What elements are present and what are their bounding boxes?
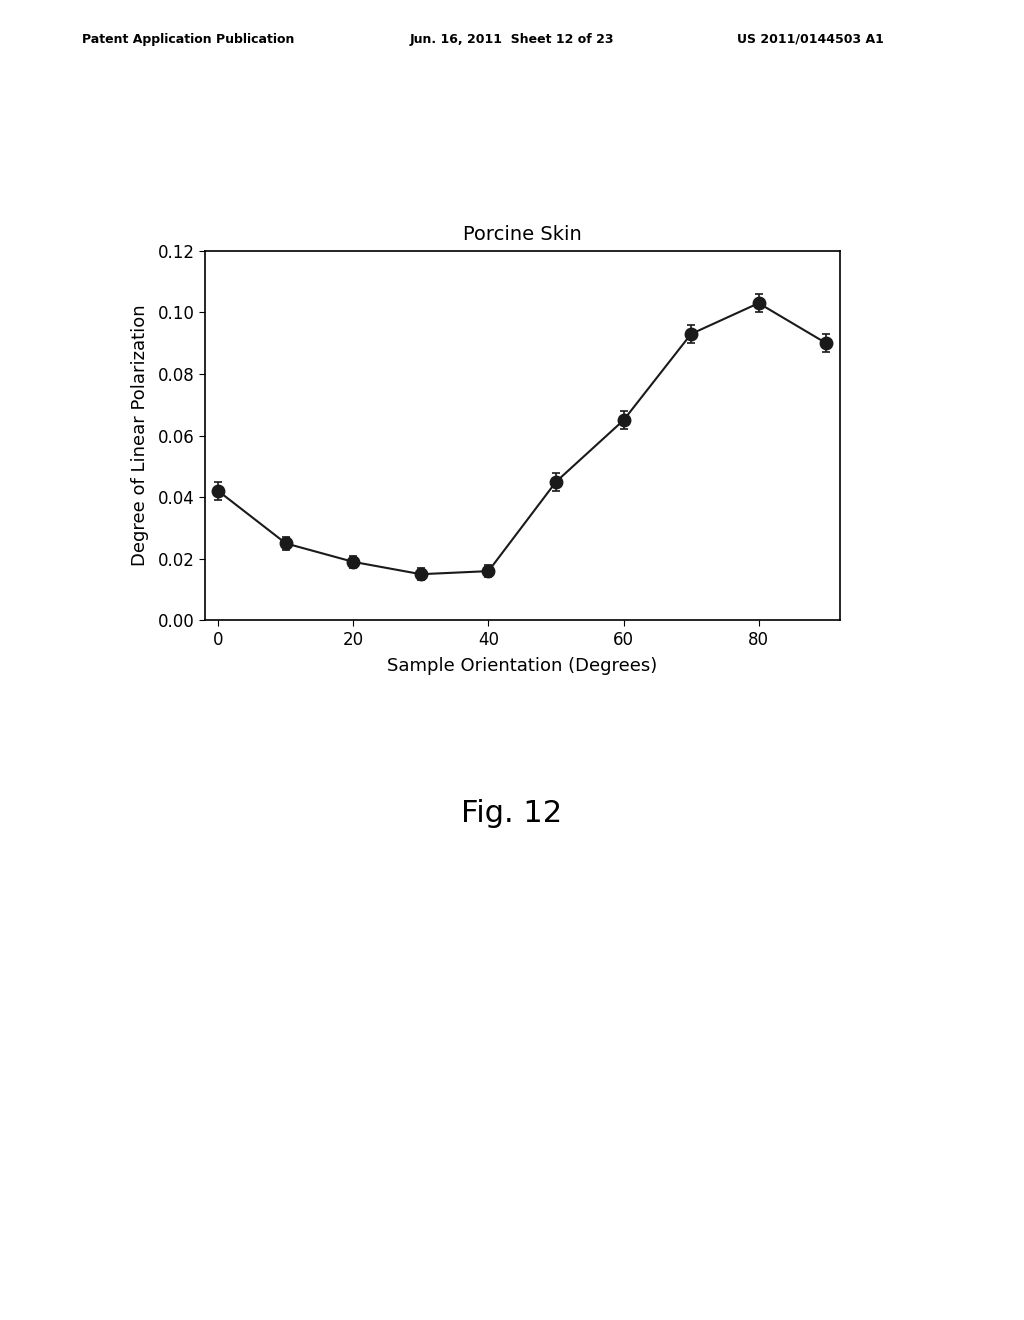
Y-axis label: Degree of Linear Polarization: Degree of Linear Polarization [131, 305, 150, 566]
Title: Porcine Skin: Porcine Skin [463, 224, 582, 244]
Text: Patent Application Publication: Patent Application Publication [82, 33, 294, 46]
Text: US 2011/0144503 A1: US 2011/0144503 A1 [737, 33, 884, 46]
Text: Jun. 16, 2011  Sheet 12 of 23: Jun. 16, 2011 Sheet 12 of 23 [410, 33, 614, 46]
X-axis label: Sample Orientation (Degrees): Sample Orientation (Degrees) [387, 657, 657, 675]
Text: Fig. 12: Fig. 12 [462, 799, 562, 828]
